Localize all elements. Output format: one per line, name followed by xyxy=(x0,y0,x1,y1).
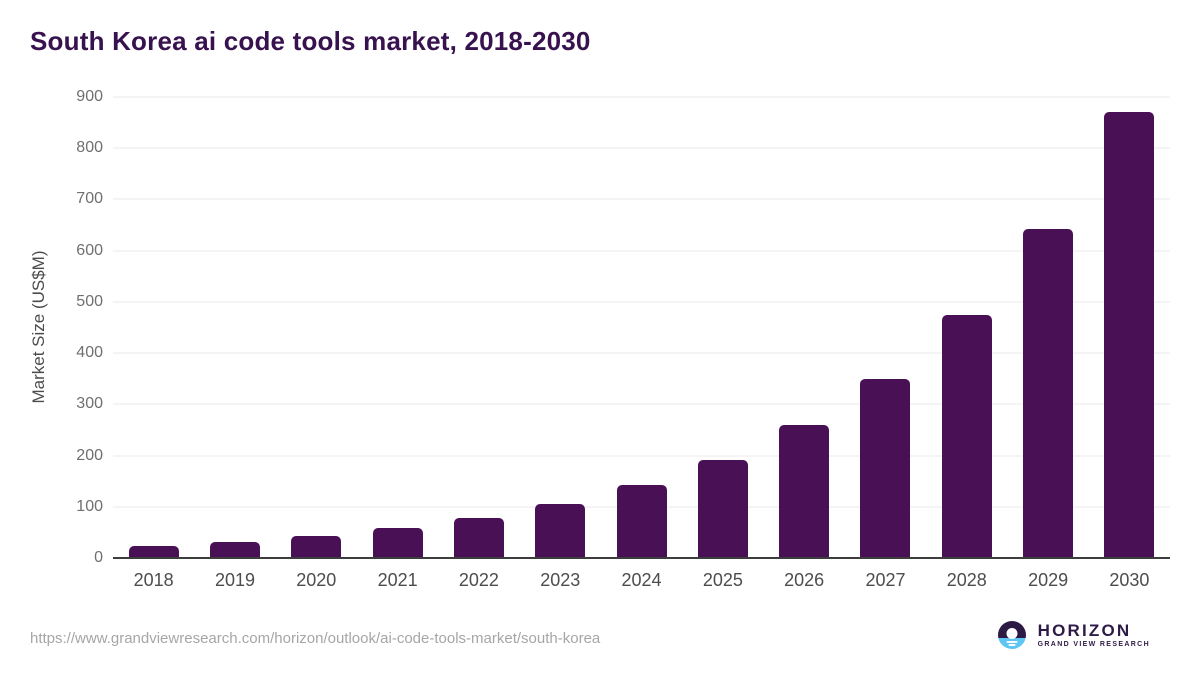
chart-title: South Korea ai code tools market, 2018-2… xyxy=(30,26,591,56)
x-tick-label-2030: 2030 xyxy=(1109,570,1150,590)
bar-2028 xyxy=(941,314,992,558)
gridline xyxy=(113,352,1170,354)
bar-slot-2030: 2030 xyxy=(1089,97,1170,590)
x-tick-label-2024: 2024 xyxy=(621,570,662,590)
bar-slot-2025: 2025 xyxy=(682,97,763,590)
bar-2026 xyxy=(779,424,830,558)
y-tick-label-300: 300 xyxy=(76,395,103,413)
y-tick-label-0: 0 xyxy=(94,549,103,566)
bar-slot-2024: 2024 xyxy=(601,97,682,590)
x-tick-label-2025: 2025 xyxy=(702,570,743,590)
bar-2029 xyxy=(1023,228,1074,558)
x-tick-label-2028: 2028 xyxy=(946,570,987,590)
x-tick-label-2029: 2029 xyxy=(1028,570,1069,590)
x-tick-label-2022: 2022 xyxy=(458,570,499,590)
bar-slot-2028: 2028 xyxy=(926,97,1007,590)
gridline xyxy=(113,147,1170,149)
y-tick-label-500: 500 xyxy=(76,292,103,310)
bar-slot-2019: 2019 xyxy=(194,97,275,590)
source-url: https://www.grandviewresearch.com/horizo… xyxy=(30,630,601,647)
bar-slot-2018: 2018 xyxy=(113,97,194,590)
sun-cutout-icon xyxy=(1006,628,1018,639)
x-axis-line xyxy=(113,557,1170,559)
x-tick-label-2026: 2026 xyxy=(784,570,825,590)
plot-area: 2018 2019 2020 2021 2022 2023 2024 2025 2026 2027… xyxy=(76,88,1170,590)
bar-2023 xyxy=(535,503,586,558)
bar-2027 xyxy=(860,378,911,558)
gridline xyxy=(113,301,1170,303)
bar-slot-2029: 2029 xyxy=(1007,97,1088,590)
bar-2019 xyxy=(209,541,260,558)
logo-name: HORIZON xyxy=(1037,620,1132,640)
bar-slot-2020: 2020 xyxy=(276,97,357,590)
bar-2024 xyxy=(616,485,667,558)
bar-slot-2021: 2021 xyxy=(357,97,438,590)
x-tick-label-2020: 2020 xyxy=(296,570,337,590)
x-tick-label-2019: 2019 xyxy=(214,570,255,590)
bars-container: 2018 2019 2020 2021 2022 2023 2024 2025 2026 2027… xyxy=(113,97,1170,590)
y-tick-label-700: 700 xyxy=(76,190,103,208)
logo-text: HORIZON GRAND VIEW RESEARCH xyxy=(1037,620,1150,649)
bar-2030 xyxy=(1104,112,1155,558)
y-tick-label-600: 600 xyxy=(76,241,103,259)
bar-2022 xyxy=(453,517,504,558)
bar-slot-2023: 2023 xyxy=(520,97,601,590)
x-tick-label-2021: 2021 xyxy=(377,570,418,590)
y-tick-label-800: 800 xyxy=(76,139,103,157)
bar-2025 xyxy=(697,459,748,558)
y-axis-title: Market Size (US$M) xyxy=(29,250,48,404)
bar-2020 xyxy=(291,535,342,558)
gridline xyxy=(113,96,1170,98)
horizon-line-icon xyxy=(1006,640,1018,643)
horizon-line-icon xyxy=(1008,644,1016,646)
horizon-logo: HORIZON GRAND VIEW RESEARCH xyxy=(997,620,1150,649)
x-tick-label-2018: 2018 xyxy=(133,570,174,590)
gridline xyxy=(113,250,1170,252)
gridline xyxy=(113,198,1170,200)
x-tick-label-2023: 2023 xyxy=(540,570,581,590)
bar-slot-2027: 2027 xyxy=(845,97,926,590)
y-tick-label-900: 900 xyxy=(76,88,103,105)
y-tick-label-400: 400 xyxy=(76,344,103,362)
y-tick-label-100: 100 xyxy=(76,497,103,515)
horizon-logo-icon xyxy=(997,621,1026,649)
bar-slot-2022: 2022 xyxy=(438,97,519,590)
bar-slot-2026: 2026 xyxy=(764,97,845,590)
logo-tagline: GRAND VIEW RESEARCH xyxy=(1037,641,1150,649)
gridline xyxy=(113,403,1170,405)
y-tick-label-200: 200 xyxy=(76,446,103,464)
gridline xyxy=(113,455,1170,457)
bar-2021 xyxy=(372,527,423,558)
x-tick-label-2027: 2027 xyxy=(865,570,906,590)
bar-2018 xyxy=(128,545,179,558)
